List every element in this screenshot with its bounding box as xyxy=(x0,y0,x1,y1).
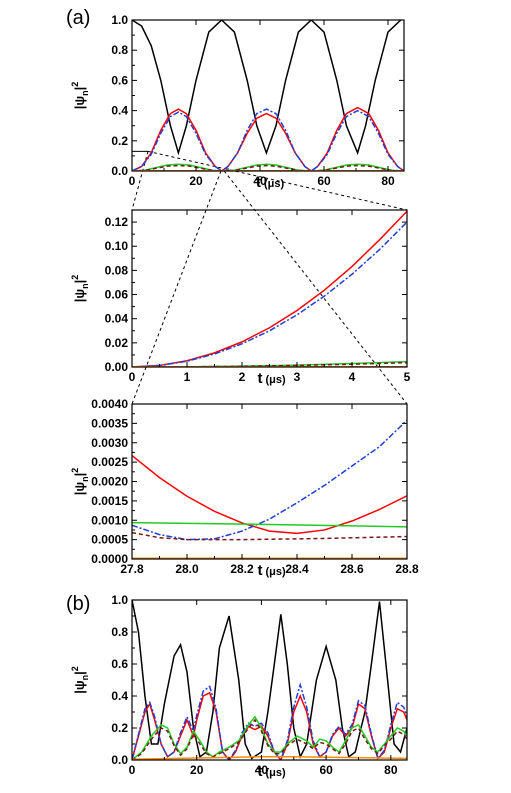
y-tick-label: 0.04 xyxy=(105,312,129,326)
x-axis-label: t (μs) xyxy=(258,370,287,387)
zoom-connector xyxy=(223,170,408,405)
zoom-connector xyxy=(131,170,222,405)
y-tick-label: 0.12 xyxy=(105,215,129,229)
series-line-orange xyxy=(132,756,407,760)
y-axis-label: |ψn|2 xyxy=(70,82,90,110)
y-axis-label: |ψn|2 xyxy=(70,666,90,694)
x-tick-label: 0 xyxy=(129,370,136,384)
y-tick-label: 0.0015 xyxy=(91,494,128,508)
y-tick-label: 0.0 xyxy=(111,753,128,767)
series-line-brown xyxy=(132,531,407,541)
series-line-brown xyxy=(132,164,404,171)
series-line-green xyxy=(132,163,404,171)
y-tick-label: 0.08 xyxy=(105,263,129,277)
series-group xyxy=(132,600,407,760)
plot-frame xyxy=(131,403,408,560)
x-tick-label: 40 xyxy=(253,174,267,188)
x-tick-label: 4 xyxy=(349,370,356,384)
x-tick-label: 27.8 xyxy=(120,562,144,576)
series-line-blue xyxy=(132,682,407,760)
x-tick-label: 20 xyxy=(190,763,204,777)
zoom-connector xyxy=(131,151,149,211)
zoom-connector xyxy=(147,150,408,211)
series-line-black xyxy=(132,20,402,156)
y-tick-label: 0.8 xyxy=(111,625,128,639)
x-tick-label: 0 xyxy=(129,174,136,188)
y-tick-label: 0.0040 xyxy=(91,397,128,411)
x-tick-label: 20 xyxy=(189,174,203,188)
panel-a-detail-plot: 27.8 28.0 28.2 28.4 28.6 28.8 0.0000 0.0005 0.00… xyxy=(70,397,419,579)
y-tick-label: 0.2 xyxy=(111,134,128,148)
series-line-green xyxy=(132,715,407,760)
y-tick-label: 0.0005 xyxy=(91,533,128,547)
x-tick-label: 5 xyxy=(404,370,411,384)
y-axis-label: |ψn|2 xyxy=(70,275,90,303)
x-tick-label: 28.6 xyxy=(340,562,364,576)
x-axis-label: t (μs) xyxy=(256,174,285,191)
y-axis-label: |ψn|2 xyxy=(70,468,90,496)
x-tick-label: 0 xyxy=(129,763,136,777)
x-tick-label: 28.4 xyxy=(285,562,309,576)
x-tick-label: 28.0 xyxy=(175,562,199,576)
series-group xyxy=(132,20,404,171)
panel-label-b: (b) xyxy=(66,593,90,615)
x-tick-label: 28.2 xyxy=(230,562,254,576)
series-line-black xyxy=(132,600,407,760)
series-line-brown xyxy=(132,718,407,760)
x-axis-label: t (μs) xyxy=(258,763,287,780)
y-tick-label: 0.8 xyxy=(111,43,128,57)
series-line-blue xyxy=(132,108,404,171)
series-line-blue xyxy=(132,419,407,541)
x-tick-label: 3 xyxy=(294,370,301,384)
series-line-red xyxy=(132,210,407,367)
y-tick-label: 0.0020 xyxy=(91,475,128,489)
panel-label-a: (a) xyxy=(66,7,90,29)
x-tick-label: 28.8 xyxy=(395,562,419,576)
y-tick-label: 0.00 xyxy=(105,360,129,374)
panel-a-zoom-plot: 0 1 2 3 4 5 0.00 0.02 0.04 0.06 0.08 0.10 0.12 t (μs) |… xyxy=(70,209,411,387)
x-tick-label: 40 xyxy=(255,763,269,777)
y-tick-label: 0.0010 xyxy=(91,513,128,527)
x-tick-label: 80 xyxy=(381,174,395,188)
series-group xyxy=(132,210,407,367)
y-tick-label: 0.10 xyxy=(105,239,129,253)
series-line-red xyxy=(132,106,404,171)
panel-b-plot: 0 20 40 60 80 0.0 0.2 0.4 0.6 0.8 1.0 t (μs) |ψn|2 xyxy=(70,593,408,780)
y-tick-label: 0.0000 xyxy=(91,552,128,566)
x-axis-label: t (μs) xyxy=(258,562,287,579)
series-line-green xyxy=(132,521,407,528)
x-tick-label: 2 xyxy=(239,370,246,384)
y-tick-label: 0.2 xyxy=(111,721,128,735)
x-tick-label: 60 xyxy=(317,174,331,188)
panel-a-top-plot: 0 20 40 60 80 0.0 0.2 0.4 0.6 0.8 1.0 t (μs) |ψn|2 xyxy=(70,13,405,191)
y-tick-label: 1.0 xyxy=(111,13,128,27)
y-tick-label: 0.4 xyxy=(111,104,128,118)
plot-frame xyxy=(131,209,408,368)
series-line-red xyxy=(132,454,407,535)
y-tick-label: 1.0 xyxy=(111,593,128,607)
x-tick-label: 1 xyxy=(184,370,191,384)
x-tick-label: 80 xyxy=(384,763,398,777)
series-line-blue xyxy=(132,221,407,367)
y-tick-label: 0.6 xyxy=(111,73,128,87)
x-tick-label: 60 xyxy=(319,763,333,777)
y-tick-label: 0.02 xyxy=(105,336,129,350)
y-tick-label: 0.06 xyxy=(105,288,129,302)
y-tick-label: 0.6 xyxy=(111,657,128,671)
y-tick-label: 0.0025 xyxy=(91,455,128,469)
y-tick-label: 0.0030 xyxy=(91,436,128,450)
y-tick-label: 0.0035 xyxy=(91,416,128,430)
series-group xyxy=(132,419,407,559)
y-tick-label: 0.4 xyxy=(111,689,128,703)
y-tick-label: 0.0 xyxy=(111,164,128,178)
